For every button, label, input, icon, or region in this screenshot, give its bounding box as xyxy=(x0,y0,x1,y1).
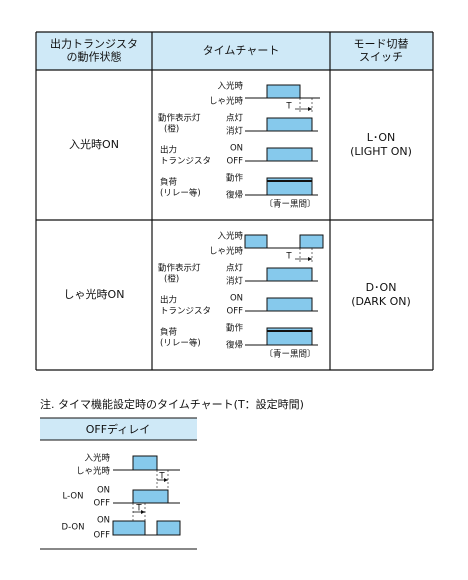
column-header: の動作状態 xyxy=(67,50,122,64)
label: トランジスタ xyxy=(160,157,211,167)
label: OFF xyxy=(227,157,244,167)
note-title: 注. タイマ機能設定時のタイムチャート(T：設定時間) xyxy=(40,397,304,411)
label: 消灯 xyxy=(226,126,244,137)
label: L-ON xyxy=(63,492,84,502)
t-label: T xyxy=(135,504,142,514)
pulse xyxy=(132,455,158,471)
label: 入光時 xyxy=(217,231,243,242)
pulse xyxy=(266,147,313,162)
pulse xyxy=(266,327,313,346)
label: ON xyxy=(230,294,243,304)
label: OFF xyxy=(227,307,244,317)
label: ON xyxy=(230,144,243,154)
pulse xyxy=(156,520,181,536)
pulse xyxy=(266,84,301,99)
arrow-head xyxy=(141,510,145,514)
label: (橙) xyxy=(164,274,179,285)
note-header: OFFディレイ xyxy=(86,422,151,436)
mode: (DARK ON) xyxy=(351,295,411,308)
label: 動作 xyxy=(226,173,244,184)
label: しゃ光時 xyxy=(209,246,244,257)
label: 点灯 xyxy=(226,113,244,124)
header-bg xyxy=(36,32,433,70)
label: 消灯 xyxy=(226,276,244,287)
label: 復帰 xyxy=(226,340,243,351)
label: ON xyxy=(97,516,110,526)
state: しゃ光時ON xyxy=(64,287,125,301)
wiring: 〔青ー黒間〕 xyxy=(264,349,315,360)
label: 入光時 xyxy=(84,453,110,464)
pulse xyxy=(132,489,169,504)
arrow-head xyxy=(164,478,168,482)
t-label: T xyxy=(285,102,292,112)
pulse xyxy=(299,234,324,249)
pulse xyxy=(266,267,313,282)
label: 動作表示灯 xyxy=(158,263,201,274)
pulse xyxy=(266,117,313,132)
wiring: 〔青ー黒間〕 xyxy=(264,199,315,210)
column-header: タイムチャート xyxy=(203,44,280,57)
pulse xyxy=(244,234,268,249)
label: しゃ光時 xyxy=(209,96,244,107)
column-header: スイッチ xyxy=(359,51,403,64)
label: (リレー等) xyxy=(160,188,201,199)
label: 動作表示灯 xyxy=(158,113,201,124)
label: OFF xyxy=(94,499,111,509)
label: 負荷 xyxy=(160,177,178,188)
arrow-head xyxy=(308,107,312,111)
t-label: T xyxy=(285,252,292,262)
label: 負荷 xyxy=(160,327,178,338)
pulse xyxy=(266,297,313,312)
label: 入光時 xyxy=(217,81,243,92)
label: OFF xyxy=(94,531,111,541)
label: しゃ光時 xyxy=(76,466,111,477)
mode: D･ON xyxy=(366,281,397,294)
t-label: T xyxy=(158,472,165,482)
pulse xyxy=(112,520,146,536)
state: 入光時ON xyxy=(69,137,119,151)
note-header-bg xyxy=(40,418,197,440)
mode: L･ON xyxy=(367,131,396,144)
column-header: 出力トランジスタ xyxy=(50,37,138,51)
label: 点灯 xyxy=(226,263,244,274)
mode: (LIGHT ON) xyxy=(350,145,412,158)
column-header: モード切替 xyxy=(354,37,409,51)
label: 出力 xyxy=(160,295,177,306)
label: D-ON xyxy=(62,523,85,533)
label: トランジスタ xyxy=(160,307,211,317)
label: (橙) xyxy=(164,124,179,135)
label: 動作 xyxy=(226,323,244,334)
pulse xyxy=(266,177,313,196)
label: 復帰 xyxy=(226,190,243,201)
label: (リレー等) xyxy=(160,338,201,349)
arrow-head xyxy=(308,257,312,261)
label: ON xyxy=(97,486,110,496)
label: 出力 xyxy=(160,145,177,156)
